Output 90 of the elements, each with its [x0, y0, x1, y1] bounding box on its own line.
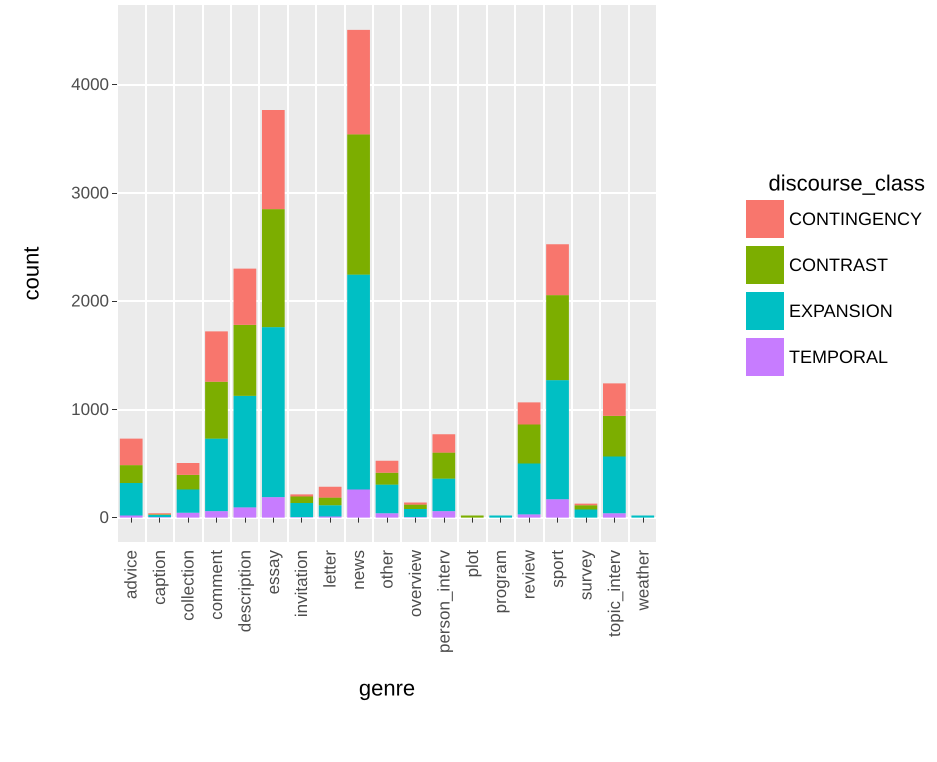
- bar: [347, 134, 370, 275]
- bar: [347, 489, 370, 518]
- x-tick-label: review: [520, 549, 539, 600]
- x-tick-label: weather: [633, 550, 652, 612]
- bar: [432, 452, 456, 479]
- bar: [546, 499, 569, 518]
- bar: [176, 462, 200, 475]
- bar: [290, 494, 314, 497]
- bar: [546, 380, 569, 500]
- x-tick-label: other: [378, 550, 396, 589]
- x-axis-title: genre: [358, 676, 416, 700]
- y-tick-label: 1000: [71, 400, 109, 419]
- x-tick-label: collection: [178, 550, 198, 621]
- bar: [347, 274, 370, 490]
- bar: [376, 513, 398, 518]
- legend-title: discourse_class: [768, 170, 925, 196]
- bar: [432, 434, 456, 453]
- x-tick-label: person_interv: [434, 550, 454, 654]
- x-tick-label: caption: [150, 550, 170, 605]
- bar: [176, 512, 200, 518]
- bar: [404, 504, 427, 509]
- legend-label: CONTRAST: [788, 255, 888, 275]
- bar: [603, 513, 626, 518]
- bar: [546, 295, 569, 380]
- bar: [518, 402, 540, 425]
- bar: [631, 515, 654, 518]
- bar: [205, 511, 228, 518]
- bar: [290, 503, 314, 518]
- x-tick-label: news: [349, 550, 368, 590]
- x-tick-label: comment: [206, 550, 226, 620]
- bar: [489, 515, 512, 518]
- y-tick-label: 4000: [71, 75, 109, 94]
- bar: [120, 515, 143, 518]
- legend-label: TEMPORAL: [788, 347, 888, 367]
- bar: [376, 460, 398, 473]
- bar: [234, 396, 256, 508]
- bar: [404, 502, 427, 505]
- bar: [262, 497, 285, 518]
- legend-label: CONTINGENCY: [788, 209, 922, 229]
- bar: [518, 464, 540, 514]
- bar: [234, 324, 256, 396]
- x-tick-label: description: [235, 550, 254, 632]
- x-tick-label: overview: [406, 549, 425, 618]
- bar: [262, 209, 285, 328]
- bar: [603, 416, 626, 456]
- bar: [518, 514, 540, 518]
- x-tick-label: survey: [576, 550, 596, 600]
- bar: [347, 30, 370, 134]
- bar: [603, 383, 626, 416]
- bar: [432, 478, 456, 512]
- bar: [234, 268, 256, 325]
- bar: [205, 382, 228, 439]
- x-tick-label: essay: [264, 550, 283, 594]
- bar: [176, 474, 200, 490]
- bar: [574, 510, 598, 518]
- bar: [234, 507, 256, 518]
- x-tick-label: invitation: [292, 550, 312, 618]
- y-axis-title: count: [18, 246, 44, 300]
- y-tick-label: 3000: [71, 183, 109, 202]
- x-tick-label: advice: [122, 550, 141, 600]
- bar: [518, 424, 540, 464]
- bar: [432, 511, 456, 518]
- bar: [262, 110, 285, 210]
- bar: [318, 486, 342, 498]
- bar: [148, 514, 171, 518]
- bar: [574, 505, 598, 510]
- bar: [262, 327, 285, 498]
- x-tick-label: topic_interv: [604, 550, 624, 637]
- bar: [120, 438, 143, 466]
- bar: [460, 515, 484, 518]
- bar: [404, 508, 427, 518]
- x-tick-label: letter: [320, 550, 340, 588]
- bar: [290, 496, 314, 504]
- y-tick-label: 2000: [71, 292, 109, 311]
- bar: [205, 331, 228, 382]
- x-tick-label: program: [491, 550, 510, 614]
- bar: [546, 244, 569, 296]
- x-tick-label: plot: [462, 550, 482, 578]
- bar: [318, 498, 342, 506]
- bar: [376, 472, 398, 485]
- x-tick-label: sport: [548, 550, 568, 588]
- bar: [120, 465, 143, 483]
- bar: [603, 456, 626, 514]
- legend-label: EXPANSION: [788, 301, 893, 321]
- bar: [205, 438, 228, 512]
- y-tick-label: 0: [100, 508, 109, 528]
- bar: [176, 489, 200, 513]
- bar: [376, 484, 398, 514]
- bar: [120, 482, 143, 516]
- bar: [318, 505, 342, 517]
